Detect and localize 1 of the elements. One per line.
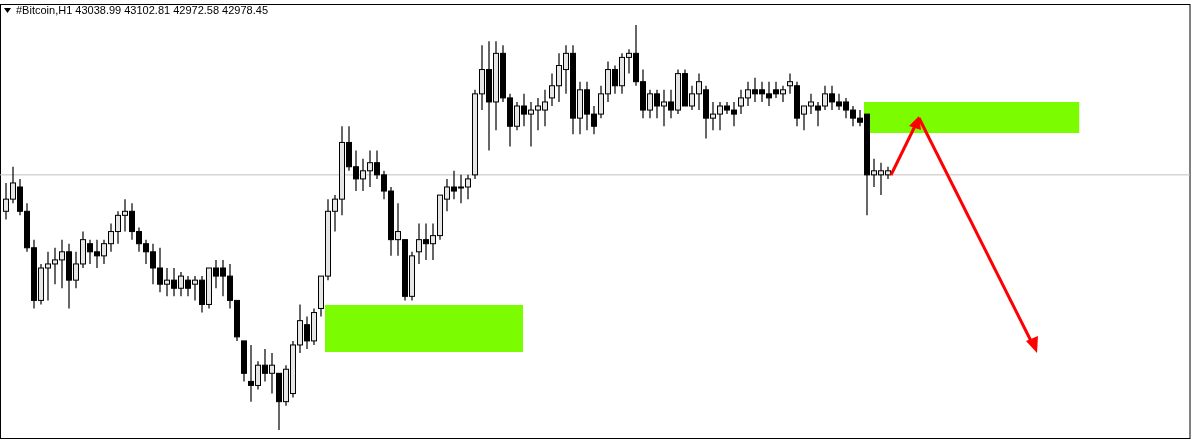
chart-title: #Bitcoin,H1 43038.99 43102.81 42972.58 42978.45 bbox=[16, 4, 268, 16]
